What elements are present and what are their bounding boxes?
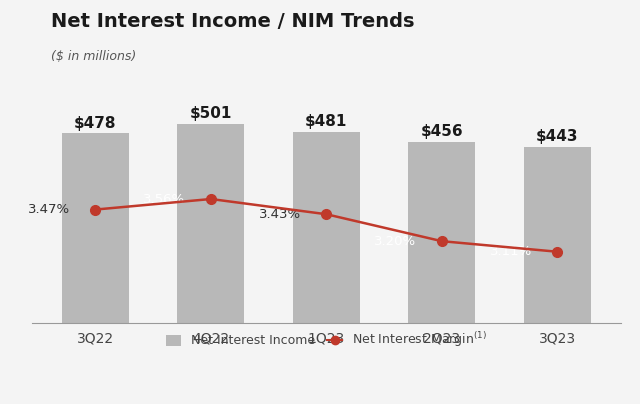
Text: $481: $481 — [305, 114, 348, 129]
Text: 3.47%: 3.47% — [28, 203, 70, 216]
Bar — [408, 142, 476, 323]
Text: 3.43%: 3.43% — [259, 208, 301, 221]
Bar — [62, 133, 129, 323]
Bar — [293, 132, 360, 323]
Text: $478: $478 — [74, 116, 116, 130]
Bar — [524, 147, 591, 323]
Bar — [177, 124, 244, 323]
Text: 3.56%: 3.56% — [143, 193, 186, 206]
Text: ($ in millions): ($ in millions) — [51, 50, 136, 63]
Text: Net Interest Income / NIM Trends: Net Interest Income / NIM Trends — [51, 12, 415, 31]
Text: $443: $443 — [536, 129, 579, 145]
Text: 3.11%: 3.11% — [490, 245, 532, 258]
Text: $456: $456 — [420, 124, 463, 139]
Text: 3.20%: 3.20% — [374, 235, 417, 248]
Text: $501: $501 — [190, 106, 232, 122]
Legend: Net Interest Income, Net Interest Margin$^{(1)}$: Net Interest Income, Net Interest Margin… — [161, 326, 492, 354]
